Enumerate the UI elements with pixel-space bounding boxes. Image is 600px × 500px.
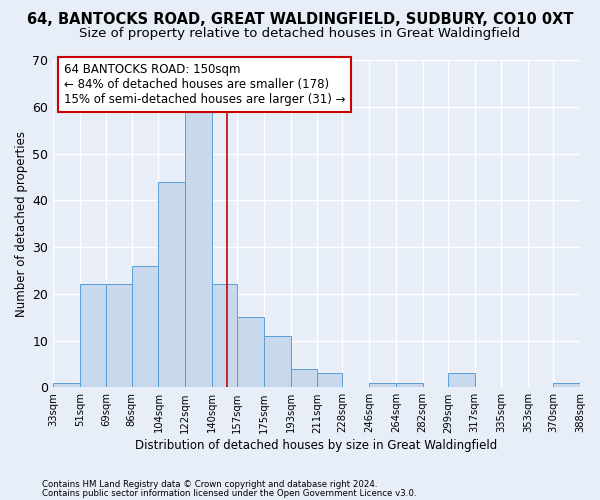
Bar: [132, 266, 158, 388]
Bar: [264, 336, 290, 388]
Text: 64 BANTOCKS ROAD: 150sqm
← 84% of detached houses are smaller (178)
15% of semi-: 64 BANTOCKS ROAD: 150sqm ← 84% of detach…: [64, 64, 345, 106]
Bar: [553, 382, 580, 388]
Bar: [237, 317, 264, 388]
Bar: [53, 382, 80, 388]
Bar: [290, 368, 317, 388]
Text: Contains public sector information licensed under the Open Government Licence v3: Contains public sector information licen…: [42, 488, 416, 498]
Bar: [106, 284, 132, 388]
Bar: [369, 382, 396, 388]
Bar: [212, 284, 237, 388]
Bar: [317, 374, 343, 388]
Bar: [158, 182, 185, 388]
Bar: [396, 382, 422, 388]
Bar: [448, 374, 475, 388]
Text: Size of property relative to detached houses in Great Waldingfield: Size of property relative to detached ho…: [79, 28, 521, 40]
Bar: [80, 284, 106, 388]
Text: 64, BANTOCKS ROAD, GREAT WALDINGFIELD, SUDBURY, CO10 0XT: 64, BANTOCKS ROAD, GREAT WALDINGFIELD, S…: [27, 12, 573, 28]
Bar: [185, 112, 212, 388]
X-axis label: Distribution of detached houses by size in Great Waldingfield: Distribution of detached houses by size …: [136, 440, 497, 452]
Text: Contains HM Land Registry data © Crown copyright and database right 2024.: Contains HM Land Registry data © Crown c…: [42, 480, 377, 489]
Y-axis label: Number of detached properties: Number of detached properties: [15, 130, 28, 316]
